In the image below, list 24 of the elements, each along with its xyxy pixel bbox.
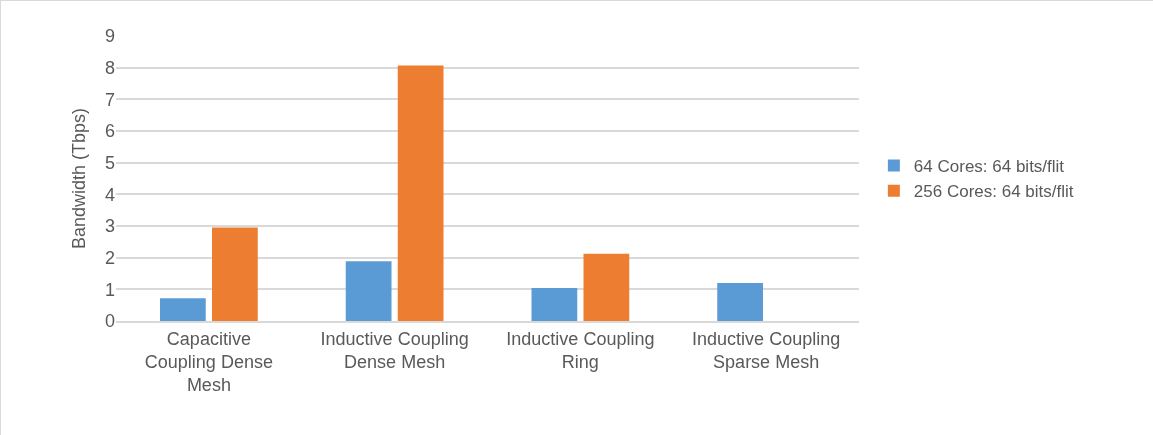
y-tick-label: 7 — [104, 89, 115, 110]
x-tick-label: Inductive Coupling Ring — [506, 328, 655, 372]
y-tick-label: 2 — [104, 247, 115, 268]
x-tick-label: Inductive Coupling Dense Mesh — [320, 328, 469, 372]
bar — [531, 288, 578, 321]
bar — [345, 261, 392, 321]
bar — [212, 227, 258, 321]
bar — [583, 253, 630, 321]
y-tick-label: 0 — [104, 311, 115, 332]
legend-label: 256 Cores: 64 bits/flit — [913, 182, 1074, 202]
y-tick-label: 8 — [104, 57, 115, 78]
y-tick-label: 4 — [104, 184, 115, 205]
x-tick-label: Capacitive Coupling Dense Mesh — [144, 328, 273, 396]
y-tick-label: 6 — [104, 121, 115, 142]
y-tick-label: 9 — [104, 26, 115, 47]
y-axis-title: Bandwidth (Tbps) — [69, 107, 90, 250]
x-tick-label: Inductive Coupling Sparse Mesh — [692, 328, 841, 372]
y-tick-label: 3 — [104, 216, 115, 237]
y-tick-label: 1 — [104, 279, 115, 300]
y-tick-label: 5 — [104, 152, 115, 173]
bar — [159, 298, 206, 321]
bar — [397, 65, 444, 321]
legend-label: 64 Cores: 64 bits/flit — [913, 157, 1065, 177]
bar — [717, 283, 763, 321]
